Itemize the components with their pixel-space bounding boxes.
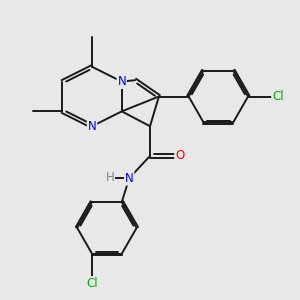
- Text: H: H: [106, 171, 114, 184]
- Text: N: N: [117, 75, 126, 88]
- Text: Cl: Cl: [86, 277, 98, 290]
- Text: N: N: [125, 172, 134, 185]
- Text: Cl: Cl: [272, 90, 284, 103]
- Text: N: N: [88, 120, 96, 133]
- Text: O: O: [175, 149, 184, 162]
